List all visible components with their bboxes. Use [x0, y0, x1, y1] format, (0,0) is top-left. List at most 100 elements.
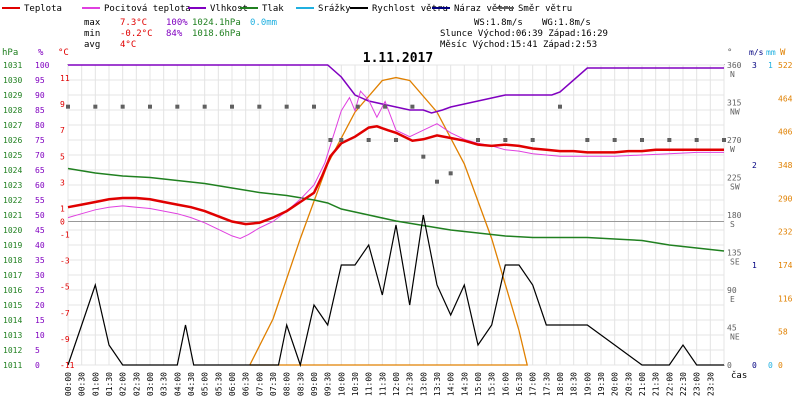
time-tick: 04:00	[173, 372, 182, 396]
wind-speed-line	[67, 214, 724, 368]
pct-tick: 75	[35, 136, 45, 145]
wind-dir-point	[383, 104, 388, 109]
time-tick: 19:30	[597, 372, 606, 396]
wind-dir-point	[694, 138, 699, 142]
stat-max-label: max	[84, 18, 101, 28]
wind-dir-point	[175, 104, 180, 109]
legend-label: Tlak	[262, 4, 284, 14]
wind-dir-point	[612, 138, 617, 142]
time-header: čas	[731, 370, 747, 381]
hpa-tick: 1028	[3, 106, 22, 115]
hpa-tick: 1013	[3, 331, 22, 340]
stat-min-temp: -0.2°C	[120, 29, 153, 39]
time-tick: 17:00	[529, 372, 538, 396]
hpa-tick: 1016	[3, 286, 22, 295]
dir-tick: 180	[727, 211, 742, 220]
temp-tick: 7	[60, 126, 65, 135]
time-tick: 13:00	[419, 372, 428, 396]
hpa-tick: 1020	[3, 226, 22, 235]
wind-dir-point	[476, 138, 480, 142]
pct-tick: 0	[35, 361, 40, 370]
pct-tick: 70	[35, 151, 45, 160]
dir-tick-label: E	[730, 295, 735, 304]
pct-tick: 15	[35, 316, 45, 325]
w-tick: 348	[778, 161, 793, 170]
temp-tick: -7	[60, 309, 70, 318]
legend-label: Pocitová teplota	[104, 4, 191, 14]
hpa-tick: 1024	[3, 166, 22, 175]
hpa-tick: 1025	[3, 151, 22, 160]
temp-tick: -1	[60, 231, 70, 240]
time-tick: 01:30	[105, 372, 114, 396]
hpa-tick: 1019	[3, 241, 22, 250]
pct-tick: 35	[35, 256, 45, 265]
pct-header: %	[38, 48, 44, 58]
stat-max-hum: 100%	[166, 18, 188, 28]
time-tick: 04:30	[187, 372, 196, 396]
time-tick: 07:30	[269, 372, 278, 396]
dir-tick-label: NW	[730, 108, 740, 117]
time-tick: 08:30	[296, 372, 305, 396]
time-tick: 07:00	[255, 372, 264, 396]
time-tick: 06:30	[242, 372, 251, 396]
stat-max-temp: 7.3°C	[120, 18, 147, 28]
ms-tick: 2	[752, 161, 757, 170]
feels-like-line	[67, 90, 724, 240]
hpa-header: hPa	[2, 48, 18, 58]
time-tick: 16:30	[515, 372, 524, 396]
dir-tick: 225	[727, 174, 742, 183]
deg-header: °	[727, 48, 732, 58]
wind-dir-point	[312, 104, 316, 109]
dir-tick: 360	[727, 61, 742, 70]
wind-dir-point	[257, 104, 262, 109]
dir-tick-label: SW	[730, 183, 740, 192]
solar-series	[249, 76, 529, 366]
stat-avg-temp: 4°C	[120, 40, 136, 50]
time-tick: 09:00	[310, 372, 319, 396]
dir-tick: 0	[727, 361, 732, 370]
dir-tick: 315	[727, 99, 742, 108]
time-tick: 02:00	[119, 372, 128, 396]
info-sun: Slunce Východ:06:39 Západ:16:29	[440, 29, 608, 39]
hpa-tick: 1011	[3, 361, 22, 370]
stat-min-hum: 84%	[166, 29, 183, 39]
wind-dir-point	[421, 154, 426, 159]
time-tick: 20:30	[624, 372, 633, 396]
time-tick: 00:00	[64, 372, 73, 396]
info-moon: Měsíc Východ:15:41 Západ:2:53	[440, 40, 597, 50]
wind-dir-point	[585, 138, 590, 142]
w-tick: 406	[778, 128, 793, 137]
legend: Teplota Pocitová teplota Vlhkost Tlak Srážky…	[2, 4, 572, 14]
tick-labels: 1031103010291028102710261025102410231022…	[3, 61, 793, 396]
info-ws: WS:1.8m/s	[474, 18, 523, 28]
pct-tick: 55	[35, 196, 45, 205]
ms-tick: 3	[752, 61, 757, 70]
ms-tick: 1	[752, 261, 757, 270]
w-tick: 232	[778, 228, 793, 237]
pct-tick: 20	[35, 301, 45, 310]
mm-tick: 1	[768, 61, 773, 70]
wind-dir-point	[448, 171, 453, 176]
temp-tick: -5	[60, 283, 70, 292]
temp-tick: -9	[60, 335, 70, 344]
stat-max-press: 1024.1hPa	[192, 18, 241, 28]
time-tick: 14:00	[447, 372, 456, 396]
time-tick: 03:00	[146, 372, 155, 396]
wind-dir-point	[394, 138, 398, 142]
time-tick: 11:00	[365, 372, 374, 396]
hpa-tick: 1012	[3, 346, 22, 355]
dir-tick: 270	[727, 136, 742, 145]
pct-tick: 65	[35, 166, 45, 175]
pct-tick: 60	[35, 181, 45, 190]
time-tick: 18:30	[570, 372, 579, 396]
w-tick: 0	[778, 361, 783, 370]
time-tick: 20:00	[611, 372, 620, 396]
chart-title: 1.11.2017	[363, 51, 433, 66]
pct-tick: 50	[35, 211, 45, 220]
dir-tick-label: NE	[730, 333, 740, 342]
wind-dir-point	[202, 104, 207, 109]
w-tick: 174	[778, 261, 793, 270]
time-tick: 05:00	[201, 372, 210, 396]
time-tick: 21:30	[652, 372, 661, 396]
